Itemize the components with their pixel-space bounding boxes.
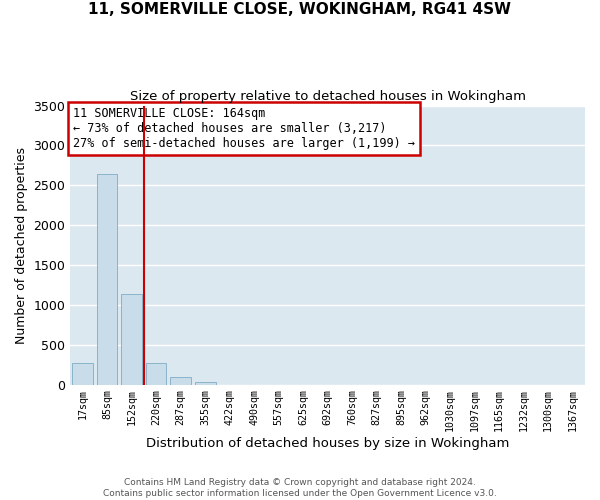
Bar (146, 362, 166, 384)
Y-axis label: Number of detached properties: Number of detached properties (15, 146, 28, 344)
Bar (121, 294, 142, 384)
Text: 11, SOMERVILLE CLOSE, WOKINGHAM, RG41 4SW: 11, SOMERVILLE CLOSE, WOKINGHAM, RG41 4S… (89, 2, 511, 18)
Title: Size of property relative to detached houses in Wokingham: Size of property relative to detached ho… (130, 90, 526, 103)
Bar (194, 382, 215, 384)
Bar (170, 377, 191, 384)
Text: 11 SOMERVILLE CLOSE: 164sqm
← 73% of detached houses are smaller (3,217)
27% of : 11 SOMERVILLE CLOSE: 164sqm ← 73% of det… (73, 107, 415, 150)
Text: Contains HM Land Registry data © Crown copyright and database right 2024.
Contai: Contains HM Land Registry data © Crown c… (103, 478, 497, 498)
X-axis label: Distribution of detached houses by size in Wokingham: Distribution of detached houses by size … (146, 437, 509, 450)
Bar (72, 362, 93, 384)
Bar (97, 174, 118, 384)
